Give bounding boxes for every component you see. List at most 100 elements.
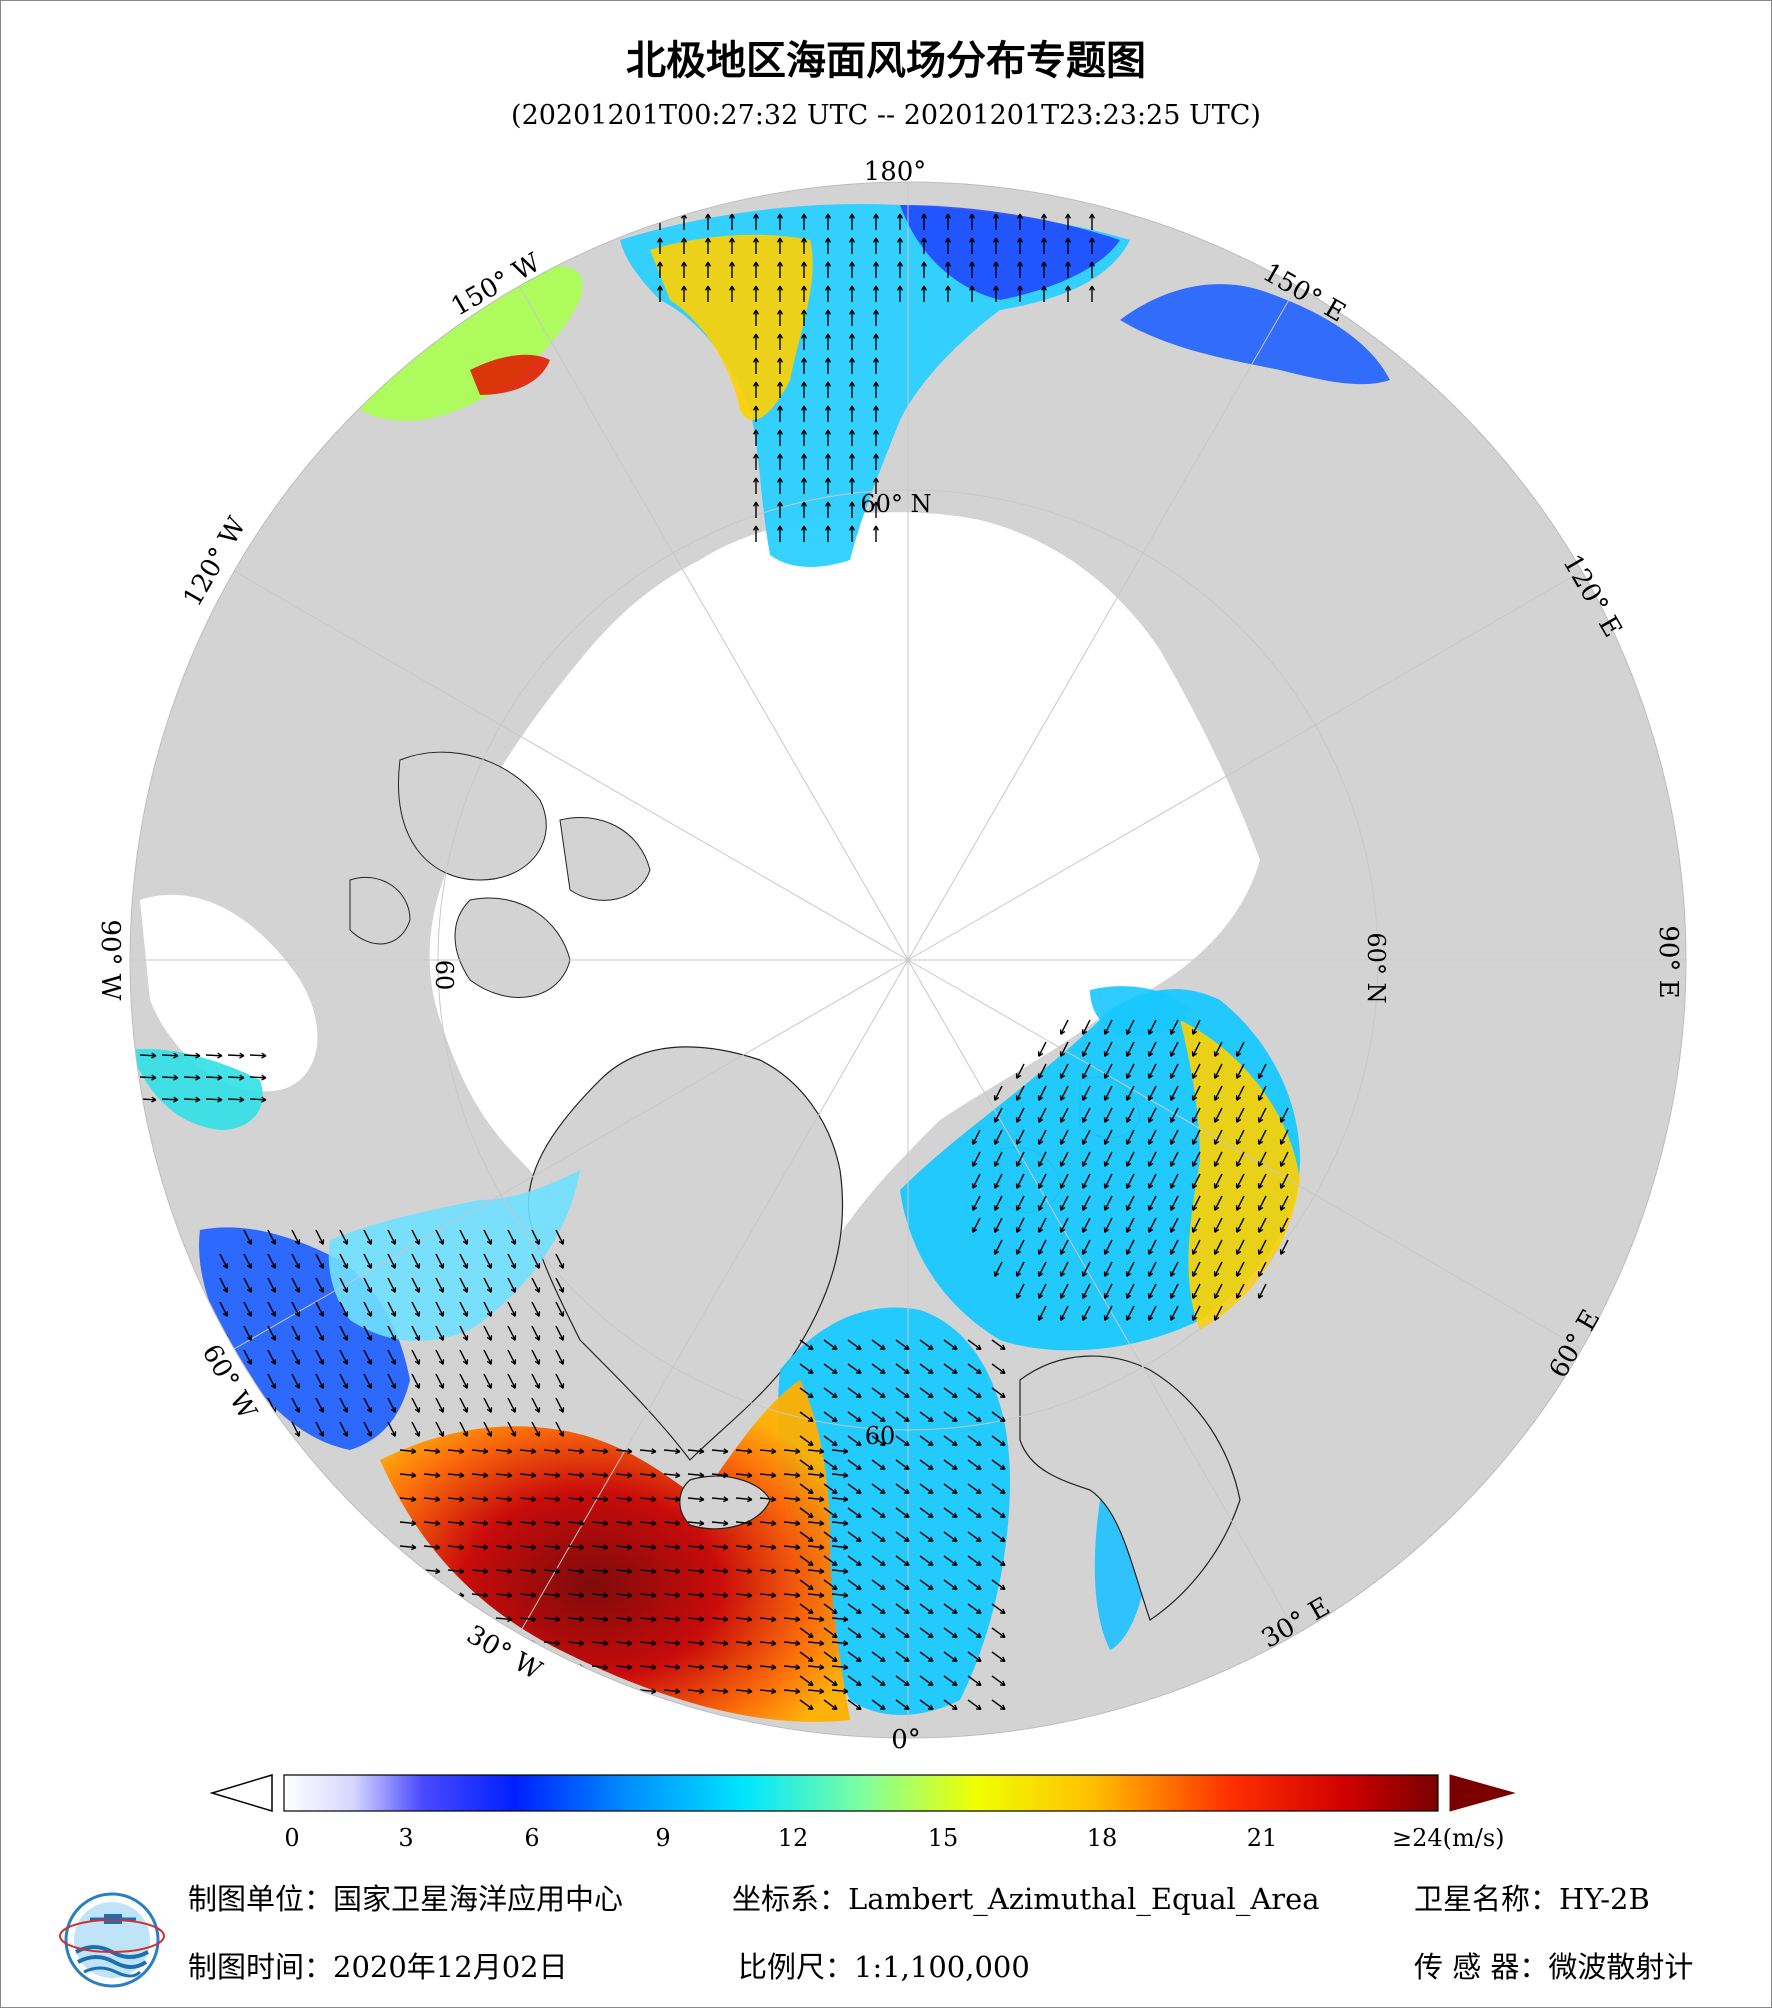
wind-arrow-head: [851, 333, 856, 339]
wind-arrow: [1104, 1173, 1113, 1189]
wind-arrow: [267, 1349, 276, 1365]
wind-arrow-head: [779, 501, 784, 507]
wind-arrow-head: [834, 1512, 838, 1518]
wind-arrow-head: [603, 1496, 609, 1501]
wind-arrow: [1148, 1085, 1157, 1101]
wind-arrow: [555, 1325, 564, 1341]
wind-arrow-head: [534, 1312, 540, 1317]
wind-arrow-head: [1192, 1118, 1198, 1123]
wind-arrow-head: [975, 1468, 982, 1471]
wind-arrow-head: [483, 1520, 489, 1525]
wind-arrow-head: [1104, 1030, 1110, 1035]
wind-arrow: [639, 1617, 656, 1621]
wind-arrow-head: [779, 429, 784, 435]
wind-arrow-head: [848, 501, 853, 507]
wind-arrow-head: [994, 1162, 1000, 1167]
wind-arrow-head: [903, 1564, 910, 1567]
wind-arrow-head: [507, 1618, 513, 1623]
wind-arrow-head: [723, 1498, 729, 1503]
wind-arrow: [1148, 1173, 1157, 1189]
wind-arrow-head: [459, 1568, 465, 1573]
wind-arrow-head: [771, 1690, 777, 1695]
wind-arrow-head: [627, 1498, 633, 1503]
wind-arrow: [1192, 1217, 1201, 1233]
wind-arrow-head: [675, 1642, 681, 1647]
wind-arrow-head: [930, 1392, 934, 1398]
wind-arrow-head: [819, 1688, 825, 1693]
wind-arrow-head: [1104, 1184, 1110, 1189]
wind-arrow-head: [1192, 1316, 1198, 1321]
wind-arrow-head: [675, 1498, 681, 1503]
wind-arrow-head: [675, 1570, 681, 1575]
wind-arrow-head: [951, 1540, 958, 1543]
wind-arrow: [339, 1349, 348, 1365]
wind-arrow: [919, 1627, 934, 1638]
wind-arrow-head: [843, 1666, 849, 1671]
wind-arrow-head: [699, 1522, 705, 1527]
wind-arrow: [591, 1665, 608, 1669]
wind-arrow-head: [855, 1564, 862, 1567]
wind-arrow: [991, 1675, 1006, 1686]
wind-arrow-head: [872, 357, 877, 363]
wind-arrow-head: [411, 1496, 417, 1501]
wind-arrow-head: [954, 1512, 958, 1518]
wind-arrow-head: [975, 1540, 982, 1543]
wind-arrow-head: [651, 1568, 657, 1573]
wind-arrow: [871, 1603, 886, 1614]
wind-arrow-head: [1104, 1096, 1110, 1101]
wind-arrow-head: [723, 1592, 729, 1597]
wind-arrow-head: [930, 1560, 934, 1566]
wind-arrow: [967, 1699, 982, 1710]
wind-arrow: [1148, 1283, 1157, 1299]
wind-arrow: [387, 1277, 396, 1293]
wind-arrow: [711, 1449, 728, 1453]
wind-arrow: [435, 1373, 444, 1389]
wind-arrow-head: [978, 1488, 982, 1494]
wind-arrow-head: [1280, 1250, 1286, 1255]
wind-arrow-head: [246, 1432, 252, 1437]
wind-arrow-head: [483, 1496, 489, 1501]
wind-arrow: [339, 1229, 348, 1245]
wind-arrow-head: [747, 1664, 753, 1669]
wind-arrow: [991, 1507, 1006, 1518]
wind-arrow: [1258, 1129, 1267, 1145]
wind-arrow-head: [1170, 1052, 1176, 1057]
wind-arrow: [1126, 1195, 1135, 1211]
wind-arrow-head: [843, 1522, 849, 1527]
wind-arrow-head: [923, 261, 928, 267]
wind-arrow-head: [1126, 1184, 1132, 1189]
wind-arrow: [687, 1521, 704, 1525]
wind-arrow: [991, 1699, 1006, 1710]
wind-arrow: [543, 1449, 560, 1453]
wind-arrow-head: [1091, 237, 1096, 243]
wind-arrow-head: [851, 525, 856, 531]
wind-arrow: [471, 1569, 488, 1573]
wind-arrow-head: [507, 1496, 513, 1501]
wind-arrow-head: [438, 1408, 444, 1413]
wind-arrow-head: [843, 1618, 849, 1623]
wind-arrow-head: [438, 1312, 444, 1317]
wind-arrow-head: [882, 1488, 886, 1494]
wind-arrow-head: [411, 1592, 417, 1597]
wind-arrow-head: [294, 1264, 300, 1269]
wind-arrow-head: [930, 1632, 934, 1638]
wind-arrow: [1038, 1107, 1047, 1123]
wind-swath-atlantic: [380, 1380, 850, 1722]
wind-arrow-head: [1067, 237, 1072, 243]
wind-arrow-head: [579, 1616, 585, 1621]
wind-arrow-head: [992, 237, 997, 243]
wind-arrow: [555, 1349, 564, 1365]
wind-arrow-head: [680, 285, 685, 291]
wind-arrow: [1214, 1283, 1223, 1299]
wind-arrow-head: [879, 1636, 886, 1639]
wind-arrow-head: [858, 1464, 862, 1470]
wind-arrow-head: [1170, 1096, 1176, 1101]
wind-arrow: [291, 1373, 300, 1389]
wind-arrow-head: [875, 405, 880, 411]
wind-arrow-head: [834, 1464, 838, 1470]
wind-arrow: [507, 1325, 516, 1341]
wind-arrow: [1192, 1019, 1201, 1035]
wind-arrow: [459, 1397, 468, 1413]
wind-arrow: [807, 1569, 824, 1573]
wind-arrow: [735, 1473, 752, 1477]
